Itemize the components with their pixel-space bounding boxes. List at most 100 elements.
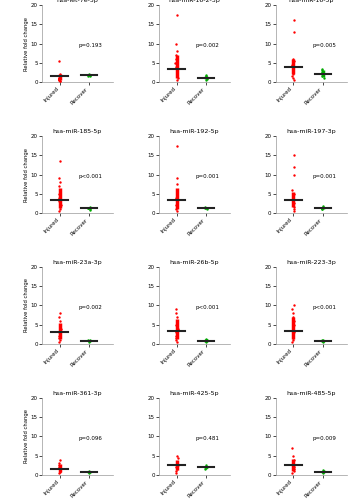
Point xyxy=(290,60,295,68)
Point xyxy=(290,313,296,321)
Point xyxy=(57,321,63,329)
Point xyxy=(57,456,63,464)
Title: hsa-miR-425-5p: hsa-miR-425-5p xyxy=(169,391,219,396)
Point xyxy=(173,62,179,70)
Point xyxy=(57,469,62,477)
Point xyxy=(87,206,93,214)
Point xyxy=(320,205,325,213)
Point xyxy=(56,462,62,469)
Point xyxy=(57,74,62,82)
Point xyxy=(292,76,297,84)
Point xyxy=(174,458,180,466)
Point xyxy=(174,40,179,48)
Point xyxy=(292,462,297,469)
Point xyxy=(290,202,295,209)
Point xyxy=(320,337,325,345)
Point xyxy=(175,452,180,460)
Point xyxy=(175,462,180,469)
Point xyxy=(291,467,296,475)
Point xyxy=(290,62,296,70)
Point xyxy=(291,205,296,213)
Point xyxy=(204,464,209,471)
Title: hsa-miR-26b-5p: hsa-miR-26b-5p xyxy=(169,260,219,265)
Y-axis label: Relative fold change: Relative fold change xyxy=(25,16,29,70)
Point xyxy=(175,76,180,84)
Point xyxy=(56,76,61,84)
Point xyxy=(56,76,62,84)
Point xyxy=(87,71,92,79)
Point xyxy=(174,66,180,74)
Point xyxy=(319,70,325,78)
Point xyxy=(202,203,208,211)
Text: p=0.096: p=0.096 xyxy=(79,436,103,440)
Point xyxy=(58,202,63,209)
Title: hsa-miR-16-2-3p: hsa-miR-16-2-3p xyxy=(168,0,220,3)
Point xyxy=(290,332,296,340)
Point xyxy=(175,465,180,473)
Point xyxy=(173,59,178,67)
Point xyxy=(321,468,326,476)
Point xyxy=(320,72,325,80)
Point xyxy=(57,205,62,213)
Point xyxy=(290,74,295,82)
Point xyxy=(56,328,62,336)
Text: p=0.009: p=0.009 xyxy=(313,436,336,440)
Point xyxy=(291,465,297,473)
Point xyxy=(203,338,209,346)
Point xyxy=(291,328,296,336)
Point xyxy=(87,337,93,345)
Point xyxy=(85,336,91,344)
Text: p=0.001: p=0.001 xyxy=(196,174,219,178)
Text: p<0.001: p<0.001 xyxy=(79,174,103,178)
Point xyxy=(86,338,92,346)
Text: p<0.001: p<0.001 xyxy=(313,304,336,310)
Point xyxy=(291,200,297,207)
Point xyxy=(57,317,63,325)
Point xyxy=(289,186,295,194)
Point xyxy=(174,467,179,475)
Point xyxy=(56,75,62,83)
Point xyxy=(174,180,180,188)
Title: hsa-miR-23a-3p: hsa-miR-23a-3p xyxy=(52,260,102,265)
Point xyxy=(57,76,63,84)
Point xyxy=(87,336,93,344)
Point xyxy=(204,336,210,344)
Point xyxy=(320,338,326,345)
Point xyxy=(291,190,296,198)
Point xyxy=(173,336,179,344)
Point xyxy=(175,324,181,332)
Point xyxy=(57,186,63,194)
Point xyxy=(57,468,63,476)
Point xyxy=(56,57,62,65)
Point xyxy=(203,465,208,473)
Point xyxy=(56,76,62,84)
Y-axis label: Relative fold change: Relative fold change xyxy=(25,148,29,202)
Point xyxy=(173,334,179,342)
Point xyxy=(56,190,62,198)
Point xyxy=(174,328,179,336)
Point xyxy=(173,205,179,213)
Point xyxy=(204,336,210,344)
Point xyxy=(85,204,91,212)
Point xyxy=(292,204,297,212)
Title: hsa-miR-16-5p: hsa-miR-16-5p xyxy=(288,0,334,3)
Title: hsa-miR-223-3p: hsa-miR-223-3p xyxy=(286,260,336,265)
Text: p=0.002: p=0.002 xyxy=(79,304,103,310)
Point xyxy=(173,306,179,314)
Point xyxy=(174,51,179,59)
Point xyxy=(203,336,209,344)
Point xyxy=(57,466,62,474)
Point xyxy=(203,335,208,343)
Point xyxy=(173,309,179,317)
Point xyxy=(203,462,209,469)
Point xyxy=(203,204,208,212)
Point xyxy=(57,74,63,82)
Title: hsa-miR-485-5p: hsa-miR-485-5p xyxy=(286,391,336,396)
Point xyxy=(58,324,63,332)
Point xyxy=(174,194,179,202)
Point xyxy=(289,306,295,314)
Point xyxy=(56,207,62,215)
Point xyxy=(321,466,326,474)
Point xyxy=(175,207,180,215)
Point xyxy=(174,55,179,63)
